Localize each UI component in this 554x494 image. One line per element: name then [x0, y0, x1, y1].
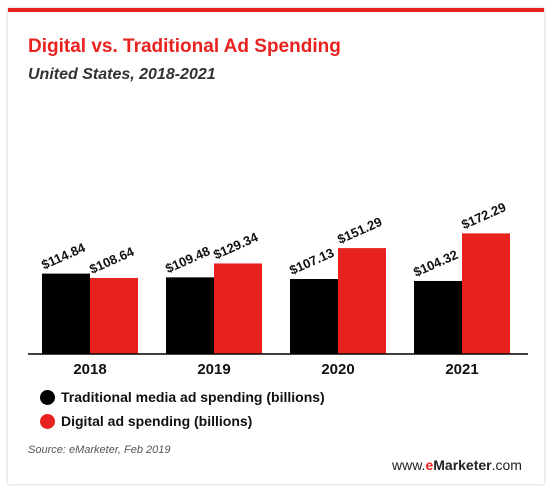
- x-tick-label-2019: 2019: [197, 361, 230, 378]
- data-label-digital-2018: $108.64: [87, 244, 137, 277]
- legend-item-traditional: Traditional media ad spending (billions): [40, 386, 325, 408]
- bar-traditional-2020: [290, 279, 338, 354]
- bar-traditional-2018: [42, 273, 90, 354]
- x-tick-label-2021: 2021: [445, 361, 478, 378]
- bar-group: $114.84 $108.64 $109.48$129.34 $107.13$151.…: [39, 199, 510, 354]
- bar-digital-2018: [90, 277, 138, 354]
- brand-e: e: [425, 457, 434, 473]
- data-label-traditional-2019: $109.48: [163, 243, 212, 276]
- bar-traditional-2019: [166, 277, 214, 354]
- x-tick-label-2018: 2018: [73, 361, 106, 378]
- data-label-digital-2019: $129.34: [211, 229, 261, 262]
- legend-item-digital: Digital ad spending (billions): [40, 410, 325, 432]
- chart-subtitle: United States, 2018-2021: [28, 66, 216, 83]
- bar-digital-2021: [462, 233, 510, 354]
- legend-label-digital: Digital ad spending (billions): [61, 413, 253, 429]
- brand-prefix: www.: [392, 457, 426, 473]
- legend-swatch-digital: [40, 413, 55, 429]
- brand-suffix: .com: [491, 457, 522, 473]
- brand-logo: www.eMarketer.com: [392, 457, 522, 473]
- legend-swatch-traditional: [40, 389, 55, 405]
- chart-card: Digital vs. Traditional Ad Spending Unit…: [8, 8, 544, 484]
- legend: Traditional media ad spending (billions)…: [40, 386, 325, 434]
- data-label-traditional-2020: $107.13: [287, 245, 336, 278]
- source-note: Source: eMarketer, Feb 2019: [28, 444, 171, 456]
- legend-label-traditional: Traditional media ad spending (billions): [61, 389, 325, 405]
- bar-digital-2019: [214, 263, 262, 354]
- bar-traditional-2021: [414, 280, 462, 354]
- data-label-digital-2020: $151.29: [335, 214, 384, 247]
- data-label-traditional-2018: $114.84: [39, 240, 88, 273]
- chart-title: Digital vs. Traditional Ad Spending: [28, 36, 341, 57]
- x-tick-label-2020: 2020: [321, 361, 354, 378]
- bar-chart: $114.84 $108.64 $109.48$129.34 $107.13$151.…: [28, 199, 528, 378]
- x-axis-labels: 2018 2019 2020 2021: [73, 361, 478, 378]
- bar-digital-2020: [338, 248, 386, 354]
- brand-main: Marketer: [433, 457, 492, 473]
- accent-bar: [8, 8, 544, 12]
- data-label-digital-2021: $172.29: [459, 199, 508, 232]
- data-label-traditional-2021: $104.32: [411, 247, 460, 280]
